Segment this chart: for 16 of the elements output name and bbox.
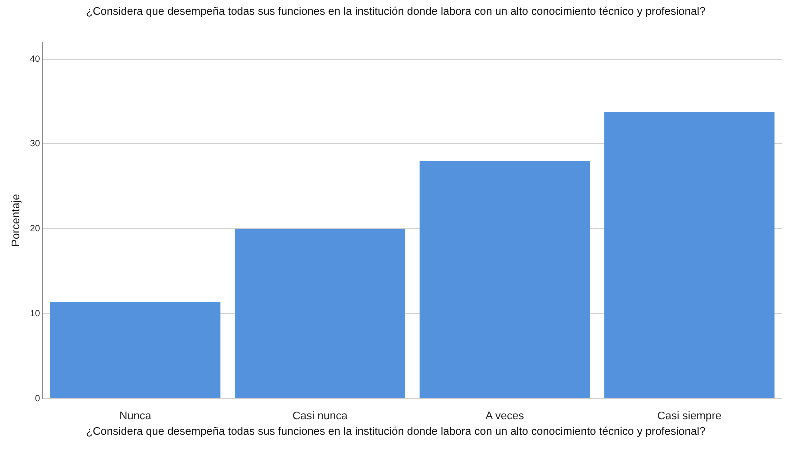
chart-title: ¿Considera que desempeña todas sus funciones en la institución donde labora con un alto conocimiento técnico y profesional?: [85, 5, 707, 20]
bar: [420, 161, 590, 398]
bar: [604, 112, 775, 398]
y-tick-label: 20: [30, 224, 40, 234]
y-axis-title: Porcentaje: [10, 194, 23, 247]
y-tick-label: 40: [30, 54, 40, 64]
x-tick-label: Casi siempre: [658, 410, 722, 422]
bar: [50, 302, 221, 398]
y-tick-label: 10: [30, 308, 40, 318]
y-tick-label: 0: [35, 393, 40, 404]
x-tick-label: Casi nunca: [292, 410, 349, 422]
x-tick-label: A veces: [486, 410, 525, 422]
x-axis-title: ¿Considera que desempeña todas sus funciones en la institución donde labora con un alto conocimiento técnico y profesional?: [85, 426, 707, 439]
x-tick-label: Nunca: [120, 410, 152, 422]
bar: [235, 229, 406, 398]
y-tick-label: 30: [30, 138, 40, 149]
